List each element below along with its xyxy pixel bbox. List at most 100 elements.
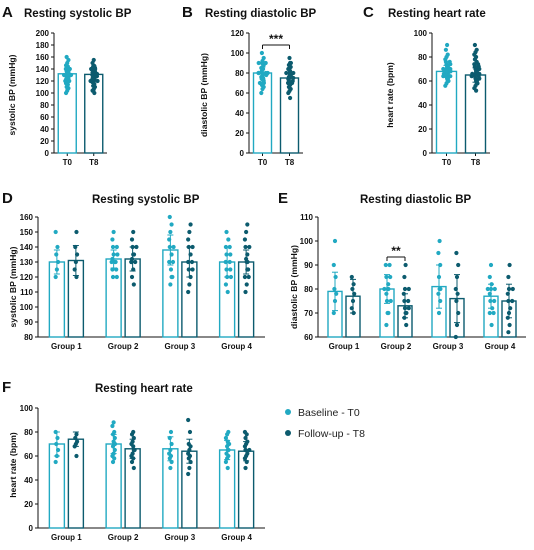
data-point xyxy=(228,267,233,272)
x-tick-label: Group 2 xyxy=(381,342,412,351)
panel-f-title: Resting heart rate xyxy=(95,383,193,395)
data-point xyxy=(129,237,135,242)
y-tick-label: 120 xyxy=(36,77,50,86)
y-tick-label: 90 xyxy=(304,261,313,270)
y-tick-label: 100 xyxy=(300,237,314,246)
y-tick-label: 60 xyxy=(235,89,244,98)
panel-e: E Resting diastolic BP diastolic BP (mmH… xyxy=(278,190,526,351)
data-point xyxy=(170,259,176,265)
data-point xyxy=(228,274,234,280)
data-point xyxy=(226,237,231,242)
data-point xyxy=(489,322,494,328)
data-point xyxy=(437,238,442,244)
data-point xyxy=(257,80,262,86)
data-point xyxy=(403,262,408,268)
y-tick-label: 80 xyxy=(24,428,33,437)
panel-b-title: Resting diastolic BP xyxy=(205,8,317,20)
data-point xyxy=(436,291,441,296)
panel-label-e: E xyxy=(278,190,288,207)
data-point xyxy=(131,282,136,287)
data-point xyxy=(349,274,354,280)
data-point xyxy=(186,417,191,423)
data-point xyxy=(351,282,356,287)
data-point xyxy=(110,423,115,429)
data-point xyxy=(131,229,136,235)
legend: Baseline - T0 Follow-up - T8 xyxy=(285,407,365,440)
panel-a-title: Resting systolic BP xyxy=(24,8,132,20)
data-point xyxy=(114,274,119,280)
y-tick-label: 70 xyxy=(304,309,313,318)
data-point xyxy=(190,267,195,272)
data-point xyxy=(186,441,191,447)
data-point xyxy=(227,259,232,265)
y-tick-label: 0 xyxy=(240,149,245,158)
data-point xyxy=(491,310,496,316)
panel-a-y-axis-label: systolic BP (mmHg) xyxy=(7,54,17,135)
panel-label-b: B xyxy=(182,4,193,21)
data-point xyxy=(387,262,392,268)
data-point xyxy=(265,70,270,76)
y-tick-label: 20 xyxy=(40,137,49,146)
y-tick-label: 40 xyxy=(235,109,244,118)
data-point xyxy=(436,250,441,256)
data-point xyxy=(246,267,251,272)
data-point xyxy=(131,465,136,471)
data-point xyxy=(243,435,248,441)
data-point xyxy=(402,274,407,280)
data-point xyxy=(54,441,59,447)
panel-e-plot: 60 70 80 90 100 110 Group 1 Group 2 Group 3 Group… xyxy=(300,213,526,351)
data-point xyxy=(168,229,173,235)
data-point xyxy=(506,274,511,280)
legend-baseline-label: Baseline - T0 xyxy=(298,407,360,419)
data-point xyxy=(64,54,69,60)
data-point xyxy=(225,289,230,295)
data-point xyxy=(113,259,118,265)
data-point xyxy=(384,291,389,296)
data-point xyxy=(115,252,120,257)
data-point xyxy=(242,274,248,280)
panel-c-plot: 0 20 40 60 80 100 T0 T8 xyxy=(414,29,490,167)
data-point xyxy=(54,252,59,257)
bar xyxy=(67,438,85,529)
data-point xyxy=(488,262,494,268)
data-point xyxy=(506,298,511,304)
data-point xyxy=(441,66,446,72)
y-tick-label: 0 xyxy=(45,149,50,158)
data-point xyxy=(223,435,229,441)
data-point xyxy=(61,72,67,78)
panel-label-c: C xyxy=(363,4,374,21)
data-point xyxy=(453,334,458,340)
panel-d-plot: 80 90 100 110 120 130 140 150 160 Group 1 Group 2 G… xyxy=(20,213,265,351)
data-point xyxy=(111,229,116,235)
y-tick-label: 200 xyxy=(36,29,50,38)
data-point xyxy=(350,286,355,292)
data-point xyxy=(187,465,192,471)
x-tick-label: T8 xyxy=(471,158,481,167)
data-point xyxy=(507,322,512,328)
data-point xyxy=(74,229,79,235)
data-point xyxy=(224,252,229,257)
x-tick-label: Group 2 xyxy=(108,342,139,351)
data-point xyxy=(55,244,60,250)
x-tick-label: Group 3 xyxy=(165,342,196,351)
data-point xyxy=(436,310,442,316)
data-point xyxy=(74,453,79,459)
y-tick-label: 20 xyxy=(24,500,33,509)
data-point xyxy=(129,459,135,465)
data-point xyxy=(454,322,460,328)
data-point xyxy=(168,282,173,287)
x-tick-label: Group 1 xyxy=(329,342,360,351)
data-point xyxy=(492,286,497,292)
data-point xyxy=(507,262,512,268)
y-tick-label: 80 xyxy=(40,101,49,110)
x-tick-label: T0 xyxy=(442,158,452,167)
y-tick-label: 80 xyxy=(24,333,33,342)
panel-label-a: A xyxy=(2,4,13,21)
x-tick-label: Group 2 xyxy=(108,533,139,542)
data-point xyxy=(445,52,450,57)
data-point xyxy=(384,322,389,328)
data-point xyxy=(488,298,493,304)
data-point xyxy=(110,244,116,250)
y-tick-label: 90 xyxy=(24,318,33,327)
data-point xyxy=(287,55,292,61)
